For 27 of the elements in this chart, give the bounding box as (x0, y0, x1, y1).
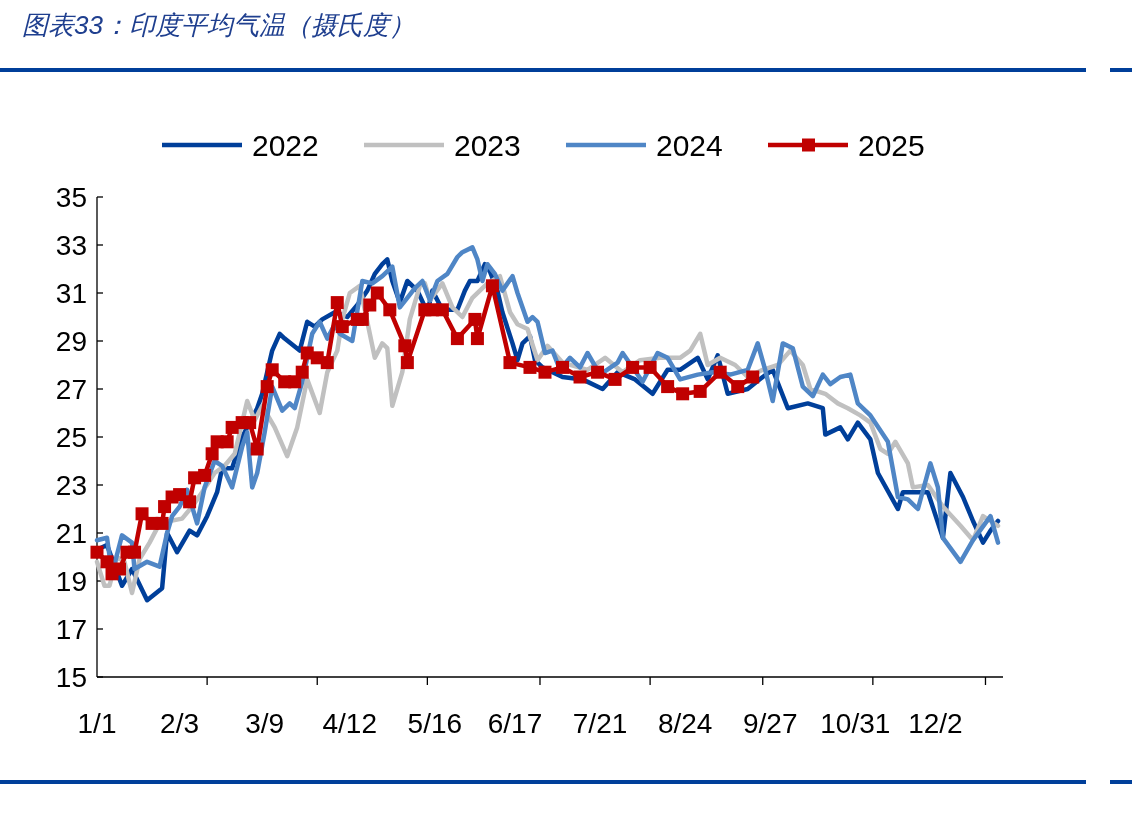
y-tick-label: 29 (55, 326, 87, 357)
legend-label: 2025 (858, 129, 925, 162)
y-tick-label: 23 (55, 470, 87, 501)
x-tick-label: 6/17 (487, 708, 543, 739)
y-tick-label: 25 (55, 422, 87, 453)
legend-label: 2024 (656, 129, 723, 162)
x-tick-label: 9/27 (742, 708, 798, 739)
y-tick-label: 17 (55, 614, 87, 645)
x-tick-label: 7/21 (572, 708, 628, 739)
title: 图表33：印度平均气温（摄氏度） (22, 10, 415, 40)
x-tick-label: 4/12 (322, 708, 378, 739)
x-tick-label: 3/9 (245, 708, 285, 739)
x-tick-label: 5/16 (407, 708, 463, 739)
y-tick-label: 19 (55, 566, 87, 597)
x-tick-label: 2/3 (160, 708, 200, 739)
y-tick-label: 31 (55, 278, 87, 309)
y-tick-label: 15 (55, 662, 87, 693)
x-tick-label: 1/1 (77, 708, 117, 739)
y-tick-label: 21 (55, 518, 87, 549)
y-tick-label: 27 (55, 374, 87, 405)
y-tick-label: 33 (55, 230, 87, 261)
x-tick-label: 12/2 (908, 708, 963, 739)
legend-label: 2023 (454, 129, 521, 162)
x-tick-label: 10/31 (820, 708, 891, 739)
x-tick-label: 8/24 (657, 708, 713, 739)
y-tick-label: 35 (55, 182, 87, 213)
legend-label: 2022 (252, 129, 319, 162)
